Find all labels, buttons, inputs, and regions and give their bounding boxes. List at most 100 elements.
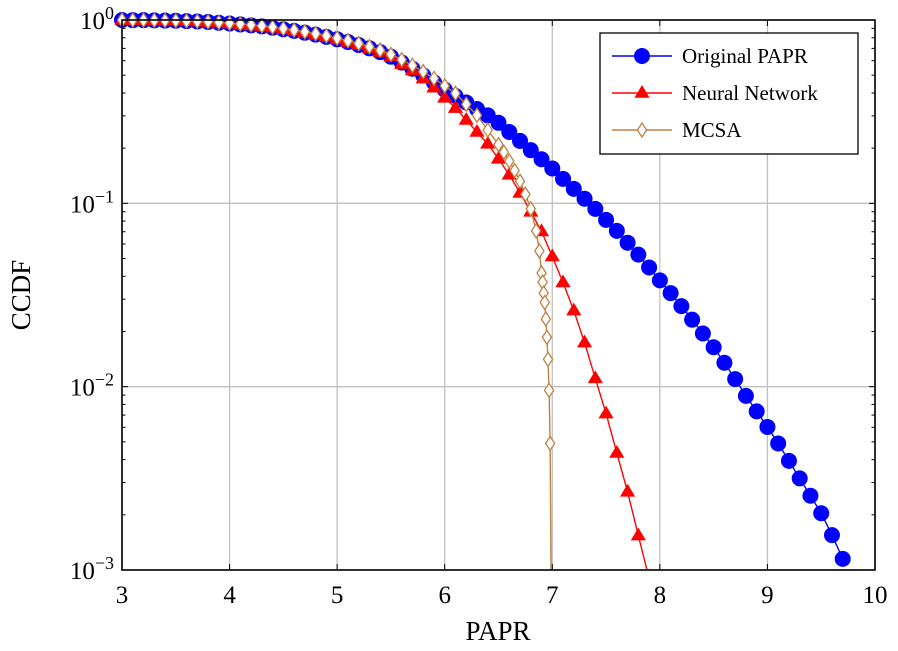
triangle-marker [544, 248, 560, 262]
triangle-marker [555, 274, 571, 288]
diamond-marker [530, 222, 542, 240]
x-tick-label: 10 [863, 582, 888, 609]
triangle-marker [619, 483, 636, 497]
circle-marker [813, 505, 830, 522]
triangle-marker [501, 166, 517, 180]
circle-marker [576, 190, 593, 207]
circle-marker [598, 211, 615, 228]
triangle-marker [469, 123, 485, 137]
circle-marker [748, 403, 765, 420]
y-axis-label: CCDF [6, 260, 36, 331]
legend-label: Original PAPR [682, 44, 808, 68]
diamond-marker [267, 18, 278, 36]
diamond-marker [471, 107, 483, 124]
circle-legend-icon [634, 48, 650, 64]
x-tick-label: 7 [546, 582, 559, 609]
series-layer [114, 11, 851, 571]
series-neural-network [114, 12, 648, 571]
triangle-marker [437, 89, 453, 103]
series-mcsa [116, 11, 556, 571]
diamond-marker [310, 25, 321, 42]
diamond-marker [364, 38, 375, 55]
diamond-marker [543, 382, 555, 399]
circle-marker [555, 170, 572, 187]
diamond-marker [256, 17, 268, 35]
legend-label: MCSA [682, 118, 742, 142]
diamond-marker [503, 152, 515, 170]
diamond-marker [534, 242, 545, 260]
diamond-marker [385, 46, 397, 63]
triangle-marker [587, 370, 603, 384]
diamond-marker [353, 35, 364, 52]
circle-marker [533, 151, 550, 168]
diamond-marker [541, 329, 553, 346]
diamond-marker [450, 85, 461, 102]
circle-marker [759, 418, 776, 435]
circle-marker [770, 435, 787, 452]
x-tick-label: 6 [438, 582, 451, 609]
diamond-marker [235, 15, 246, 33]
x-tick-label: 5 [331, 582, 344, 609]
circle-marker [780, 452, 797, 469]
circle-marker [619, 234, 636, 251]
diamond-marker [181, 12, 192, 30]
circle-marker [587, 200, 604, 217]
circle-marker [694, 325, 711, 342]
diamond-marker [288, 21, 300, 39]
diamond-marker [278, 20, 289, 37]
x-tick-label: 8 [654, 582, 667, 609]
diamond-legend-icon [636, 121, 648, 139]
triangle-marker [447, 100, 464, 113]
circle-marker [608, 222, 625, 239]
circle-marker [727, 371, 744, 388]
legend-label: Neural Network [682, 81, 818, 105]
diamond-marker [498, 144, 510, 161]
x-tick-label: 9 [761, 582, 774, 609]
diamond-marker [417, 63, 429, 80]
diamond-marker [396, 51, 408, 68]
x-axis-label: PAPR [465, 616, 530, 646]
legend-entry: Original PAPR [612, 44, 808, 68]
diamond-marker [439, 77, 451, 95]
y-tick-label: 10−2 [70, 370, 114, 402]
diamond-marker [245, 16, 257, 34]
legend-entry: Neural Network [612, 81, 818, 105]
circle-marker [512, 132, 529, 149]
circle-marker [630, 246, 647, 263]
diamond-marker [520, 186, 531, 203]
diamond-marker [191, 13, 203, 30]
circle-marker [705, 339, 722, 356]
diamond-marker [514, 173, 526, 190]
triangle-marker [490, 150, 507, 164]
diamond-marker [525, 200, 537, 218]
diamond-marker [224, 14, 235, 32]
triangle-marker [630, 527, 646, 541]
circle-marker [662, 285, 679, 302]
circle-marker [737, 387, 754, 404]
diamond-marker [493, 136, 504, 153]
circle-marker [544, 160, 561, 177]
circle-marker [834, 550, 851, 567]
triangle-marker [609, 444, 625, 458]
circle-marker [522, 142, 539, 159]
y-tick-label: 10−3 [70, 553, 114, 585]
circle-marker [823, 527, 840, 544]
triangle-marker [458, 111, 474, 125]
diamond-marker [542, 351, 554, 368]
diamond-marker [374, 42, 386, 59]
x-tick-labels: 3 4 5 6 7 8 9 10 [116, 582, 888, 609]
circle-marker [651, 272, 668, 289]
x-tick-label: 3 [116, 582, 129, 609]
circle-marker [716, 354, 733, 371]
diamond-marker [342, 32, 354, 49]
triangle-marker [480, 135, 496, 149]
diamond-marker [407, 57, 418, 74]
diamond-marker [428, 70, 440, 87]
y-tick-labels: 100 10−1 10−2 10−3 [70, 3, 114, 585]
y-tick-label: 100 [80, 3, 114, 35]
triangle-legend-icon [634, 85, 650, 98]
circle-marker [641, 259, 658, 276]
diamond-marker [299, 23, 311, 41]
triangle-marker [566, 302, 582, 316]
